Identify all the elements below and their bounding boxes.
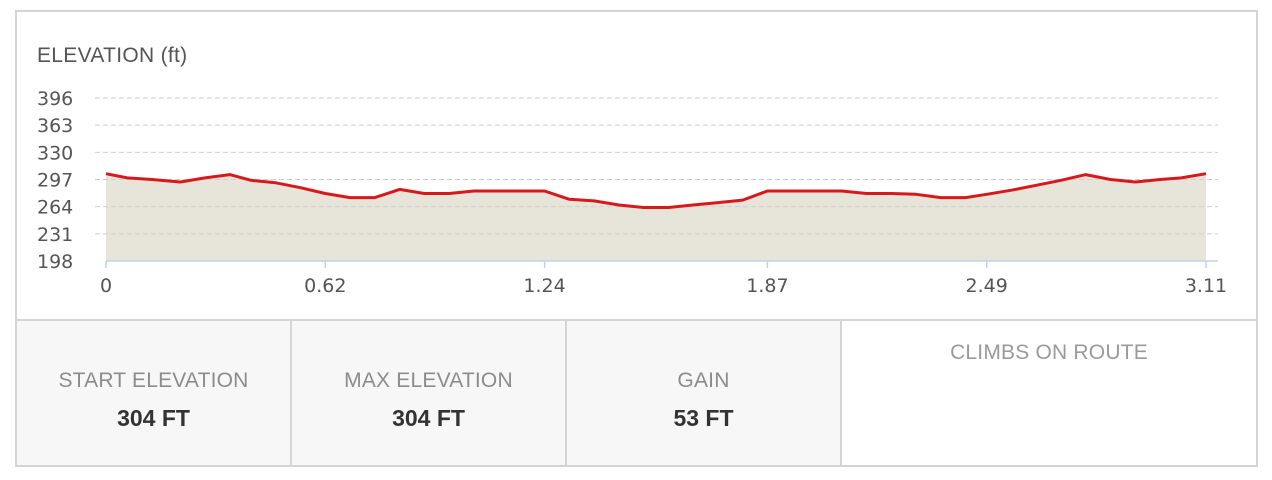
y-tick-label: 264 <box>37 197 73 219</box>
stat-gain: GAIN 53 FT <box>567 321 842 465</box>
elevation-chart-area: ELEVATION (ft) 396 363 330 297 264 231 198 0 0.6… <box>17 12 1256 319</box>
chart-title: ELEVATION (ft) <box>37 44 188 67</box>
y-tick-label: 231 <box>37 224 73 246</box>
stat-label: MAX ELEVATION <box>344 369 513 392</box>
x-tick-label: 3.11 <box>1185 275 1227 297</box>
stat-value: 304 FT <box>392 405 465 431</box>
stat-value: 304 FT <box>117 405 190 431</box>
x-tick-label: 1.87 <box>746 275 788 297</box>
elevation-line <box>105 172 1207 209</box>
y-tick-label: 330 <box>37 142 73 164</box>
stat-start-elevation: START ELEVATION 304 FT <box>17 321 292 465</box>
stat-label: GAIN <box>677 369 730 392</box>
stat-max-elevation: MAX ELEVATION 304 FT <box>292 321 567 465</box>
y-tick-label: 396 <box>37 88 73 110</box>
elevation-area <box>106 173 1206 261</box>
stat-label: START ELEVATION <box>58 369 249 392</box>
elevation-chart: 396 363 330 297 264 231 198 0 0.62 1.24 1.87 2.49 3.… <box>37 88 1227 297</box>
stat-value: 53 FT <box>673 405 734 431</box>
x-tick-label: 2.49 <box>966 275 1008 297</box>
x-tick-label: 0 <box>100 275 112 297</box>
climbs-on-route-label: CLIMBS ON ROUTE <box>950 341 1148 364</box>
x-tick-label: 0.62 <box>304 275 346 297</box>
x-tick-label: 1.24 <box>523 275 565 297</box>
y-tick-label: 198 <box>37 251 73 273</box>
y-tick-label: 297 <box>37 170 73 192</box>
climbs-on-route-panel: CLIMBS ON ROUTE <box>842 321 1256 465</box>
stats-row: START ELEVATION 304 FT MAX ELEVATION 304… <box>17 319 1256 465</box>
elevation-card: ELEVATION (ft) 396 363 330 297 264 231 198 0 0.6… <box>15 10 1258 467</box>
y-tick-label: 363 <box>37 115 73 137</box>
